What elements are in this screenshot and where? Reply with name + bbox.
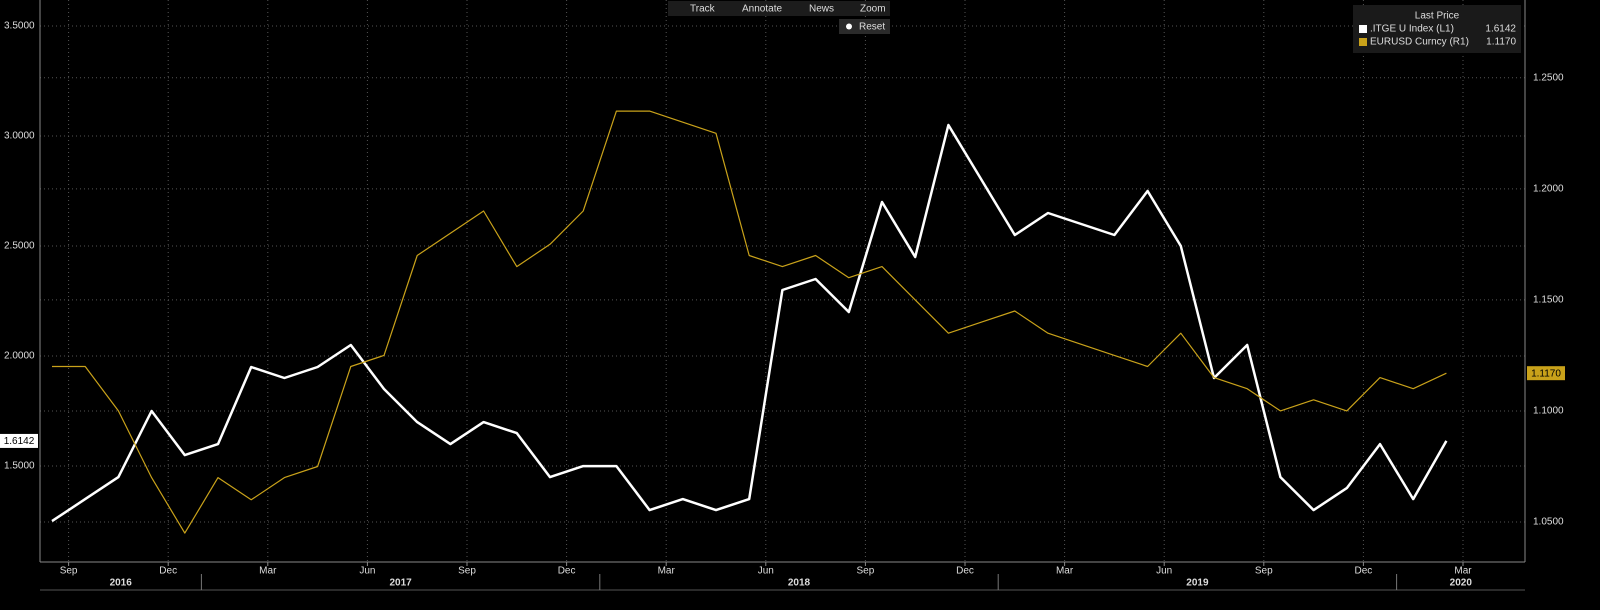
legend-swatch	[1359, 25, 1367, 33]
reset-icon	[846, 23, 852, 30]
x-tick-label: Dec	[558, 566, 576, 577]
x-tick-label: Mar	[1056, 566, 1074, 577]
y-tick-label: 2.5000	[4, 241, 35, 252]
series-line	[52, 110, 1447, 534]
x-tick-label: Jun	[1156, 566, 1172, 577]
x-tick-label: Sep	[857, 566, 875, 577]
y2-tick-label: 1.1000	[1533, 406, 1564, 417]
zoom-button[interactable]: Zoom	[860, 4, 886, 15]
year-label: 2018	[788, 578, 811, 589]
button-label: Zoom	[860, 4, 886, 15]
button-label: Track	[690, 4, 716, 15]
y2-tick-label: 1.2000	[1533, 183, 1564, 194]
legend-label: .ITGE U Index (L1)	[1370, 24, 1454, 35]
y-tick-label: 3.0000	[4, 131, 35, 142]
y2-tick-label: 1.1500	[1533, 295, 1564, 306]
last-price-tag	[0, 433, 38, 448]
x-tick-label: Mar	[658, 566, 676, 577]
legend-swatch	[1359, 38, 1367, 46]
button-label: News	[809, 4, 834, 15]
x-tick-label: Sep	[458, 566, 476, 577]
year-label: 2020	[1450, 578, 1473, 589]
legend-value: 1.6142	[1485, 24, 1516, 35]
last-price-label: 1.6142	[4, 436, 35, 447]
grid	[40, 0, 1525, 562]
y2-tick-label: 1.2500	[1533, 72, 1564, 83]
x-tick-label: Dec	[956, 566, 974, 577]
news-button[interactable]: News	[809, 4, 834, 15]
legend-bg	[1353, 5, 1521, 53]
x-tick-label: Sep	[60, 566, 78, 577]
axes: 1.5000 2.0000 2.5000 3.0000 3.5000 1.0500 1.10…	[0, 0, 1565, 591]
button-label: Reset	[859, 22, 885, 33]
year-label: 2017	[389, 578, 412, 589]
legend-label: EURUSD Curncy (R1)	[1370, 37, 1469, 48]
legend-value: 1.1170	[1486, 37, 1516, 48]
x-tick-label: Jun	[359, 566, 375, 577]
x-tick-label: Dec	[159, 566, 177, 577]
series-lines	[51, 110, 1448, 534]
x-tick-label: Sep	[1255, 566, 1273, 577]
y-tick-label: 3.5000	[4, 21, 35, 32]
x-tick-label: Mar	[259, 566, 277, 577]
x-tick-label: Dec	[1355, 566, 1373, 577]
legend-title: Last Price	[1415, 11, 1460, 22]
legend: Last Price .ITGE U Index (L1) 1.6142 EURUS…	[1353, 5, 1521, 53]
last-price-tag	[1527, 366, 1565, 381]
y-tick-label: 2.0000	[4, 351, 35, 362]
track-button[interactable]: Track	[690, 4, 716, 15]
toolbar-bg	[668, 1, 890, 16]
toolbar: Track Annotate News Zoom Reset	[668, 1, 890, 34]
year-label: 2016	[110, 578, 133, 589]
year-label: 2019	[1186, 578, 1209, 589]
button-label: Annotate	[742, 4, 782, 15]
x-tick-label: Mar	[1454, 566, 1472, 577]
x-tick-label: Jun	[758, 566, 774, 577]
annotate-button[interactable]: Annotate	[742, 4, 782, 15]
reset-button[interactable]: Reset	[839, 19, 890, 34]
reset-bg	[839, 19, 890, 34]
last-price-label: 1.1170	[1531, 368, 1561, 379]
y2-tick-label: 1.0500	[1533, 517, 1564, 528]
y-tick-label: 1.5000	[4, 461, 35, 472]
